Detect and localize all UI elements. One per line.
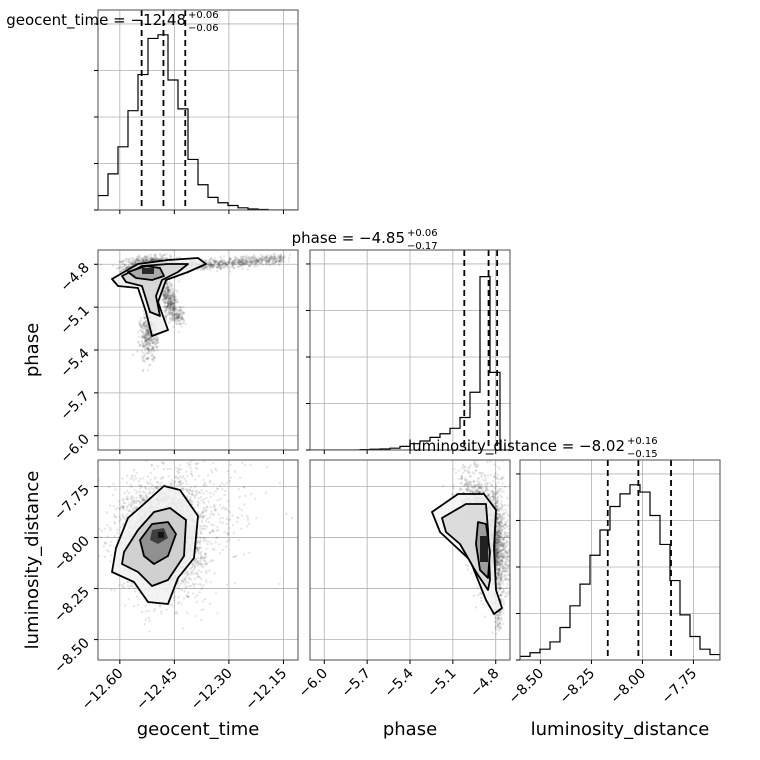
panel-frame [519,459,721,661]
y-tick-label-luminosity_distance: −8.00 [51,533,93,575]
x-axis-label-geocent_time: geocent_time [137,719,260,740]
y-tick-label-luminosity_distance: −8.25 [51,584,93,626]
title-upper-error: +0.06 [407,228,438,239]
panel-content [520,460,720,660]
x-tick-label-luminosity_distance: −8.00 [608,666,650,708]
panel-content [98,460,294,633]
panel-frame [97,9,299,211]
title-lower-error: −0.06 [188,23,219,34]
panel-luminosity_distance-luminosity_distance [516,459,721,664]
y-axis-label-phase: phase [22,323,43,377]
x-tick-label-geocent_time: −12.15 [242,666,290,714]
panel-content [431,460,510,635]
x-tick-label-geocent_time: −12.60 [79,666,127,714]
title-lower-error: −0.15 [627,449,658,460]
panel-luminosity_distance-phase [309,459,511,664]
x-tick-label-phase: −5.7 [339,666,374,701]
x-tick-label-phase: −4.8 [467,666,502,701]
x-tick-label-phase: −5.1 [424,666,459,701]
title-luminosity_distance: luminosity_distance = −8.02 +0.16 −0.15 [408,436,658,460]
histogram-luminosity_distance [520,484,720,660]
x-axis-label-luminosity_distance: luminosity_distance [531,719,710,740]
y-tick-label-phase: −4.8 [57,260,92,295]
panel-geocent_time-geocent_time [94,9,299,214]
x-tick-label-phase: −6.0 [296,666,331,701]
panel-phase-phase [306,249,511,454]
x-tick-label-geocent_time: −12.45 [133,666,181,714]
panel-luminosity_distance-geocent_time [94,459,299,664]
title-phase: phase = −4.85 +0.06 −0.17 [292,228,438,252]
y-tick-label-phase: −5.7 [57,388,92,423]
y-tick-label-phase: −5.1 [57,303,92,338]
density-contours [111,485,199,605]
panels-layer [94,9,721,664]
title-main: luminosity_distance = −8.02 [408,437,625,456]
x-tick-label-phase: −5.4 [381,665,416,700]
contour-level-4 [158,532,164,538]
density-contours [111,257,207,337]
title-main: geocent_time = −12.48 [6,11,186,30]
x-tick-label-luminosity_distance: −8.50 [506,666,548,708]
title-main: phase = −4.85 [292,229,405,247]
y-tick-label-luminosity_distance: −7.75 [51,482,93,524]
panel-content [99,250,292,373]
histogram-geocent_time [98,34,298,210]
y-tick-label-luminosity_distance: −8.50 [51,635,93,677]
panel-phase-geocent_time [94,249,299,454]
title-geocent_time: geocent_time = −12.48 +0.06 −0.06 [6,10,218,34]
title-upper-error: +0.16 [627,436,658,447]
x-tick-label-luminosity_distance: −8.25 [557,666,599,708]
x-tick-label-geocent_time: −12.30 [188,666,236,714]
title-lower-error: −0.17 [407,241,438,252]
contour-level-3 [142,268,154,274]
contour-level-3 [480,536,488,562]
density-contours [431,493,503,615]
title-upper-error: +0.06 [188,10,219,21]
y-tick-label-phase: −5.4 [57,345,92,380]
y-tick-label-phase: −6.0 [57,431,92,466]
x-tick-label-luminosity_distance: −7.75 [659,666,701,708]
panel-frame [97,459,299,661]
panel-content [98,10,298,210]
y-axis-label-luminosity_distance: luminosity_distance [22,471,43,650]
x-axis-label-phase: phase [383,719,437,740]
